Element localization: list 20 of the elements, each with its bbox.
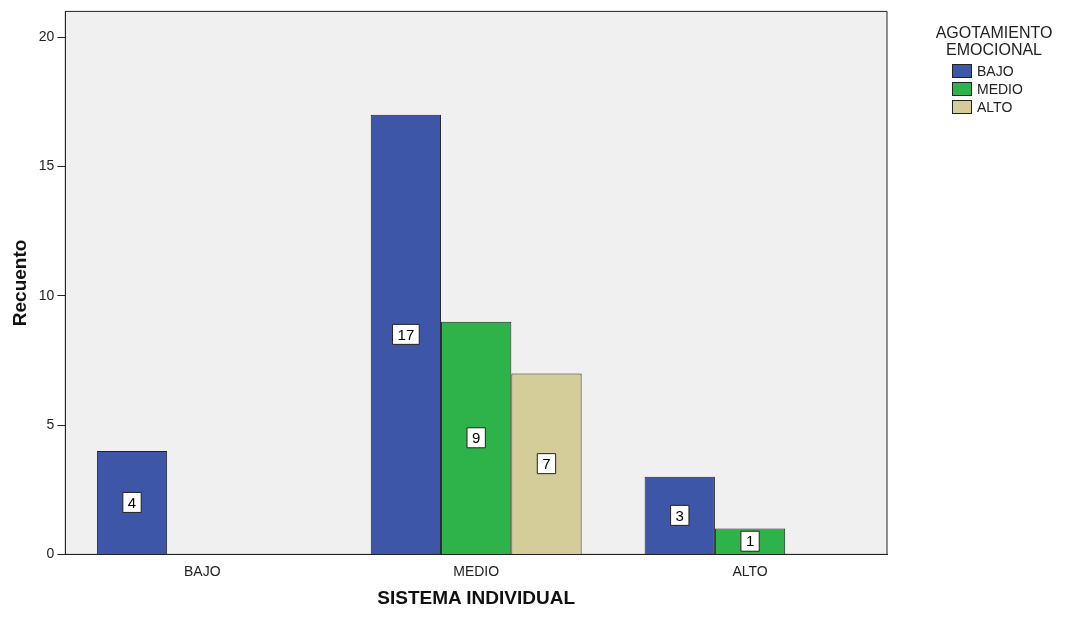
x-tick-label: MEDIO: [453, 562, 500, 579]
data-label: 9: [472, 428, 481, 446]
x-tick-label: ALTO: [732, 562, 768, 579]
data-label: 3: [675, 506, 684, 524]
y-axis-title: Recuento: [8, 239, 30, 327]
legend-label: MEDIO: [977, 80, 1023, 98]
data-label: 1: [745, 532, 755, 550]
y-tick-label: 15: [38, 157, 55, 174]
x-axis-title: SISTEMA INDIVIDUAL: [377, 586, 576, 608]
data-label: 4: [127, 493, 137, 511]
y-tick-label: 0: [46, 545, 55, 562]
y-tick-label: 10: [38, 286, 55, 303]
data-label: 17: [397, 325, 415, 343]
data-label: 7: [542, 454, 551, 472]
legend-label: BAJO: [977, 62, 1014, 80]
y-tick-label: 5: [46, 415, 55, 432]
legend-label: ALTO: [977, 98, 1013, 116]
legend-title: AGOTAMIENTO EMOCIONAL: [934, 24, 1054, 58]
y-tick-label: 20: [38, 28, 55, 45]
x-tick-label: BAJO: [184, 562, 221, 579]
